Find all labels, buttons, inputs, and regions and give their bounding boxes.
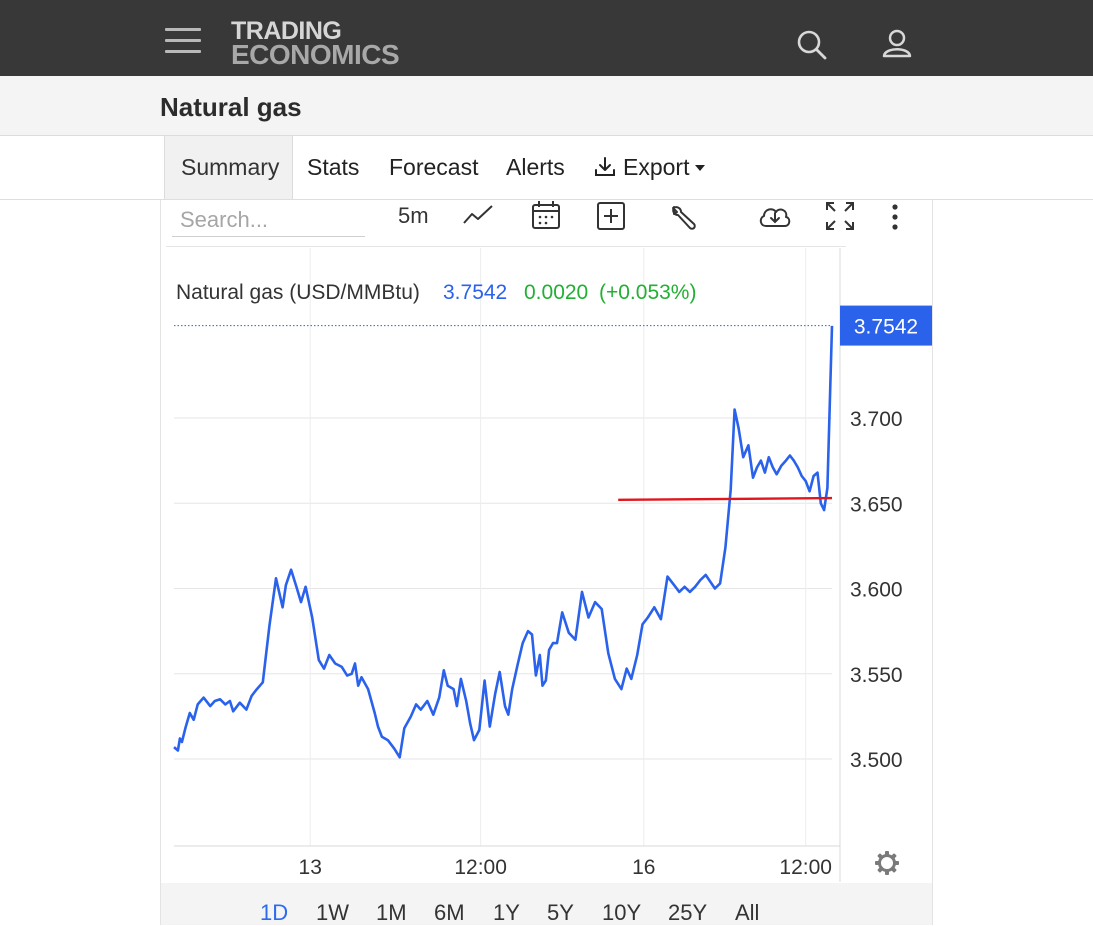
range-1w[interactable]: 1W: [316, 900, 349, 925]
price-series-line: [173, 325, 834, 759]
title-bar: Natural gas: [0, 76, 1093, 136]
legend-last-value: 3.7542: [443, 281, 507, 304]
range-selector-bar: [161, 883, 932, 925]
hamburger-menu-icon[interactable]: [165, 26, 201, 56]
range-all[interactable]: All: [735, 900, 760, 925]
legend-change-percent: (+0.053%): [599, 281, 696, 304]
fullscreen-icon[interactable]: [824, 200, 856, 232]
range-1y[interactable]: 1Y: [493, 900, 520, 925]
logo-line1: TRADING: [231, 17, 342, 45]
last-price-badge: [840, 305, 932, 346]
wrench-icon[interactable]: [668, 202, 698, 232]
top-navbar: TRADING ECONOMICS: [0, 0, 1093, 76]
x-tick-label: 12:00: [454, 856, 507, 879]
toolbar-divider: [166, 246, 846, 247]
more-vertical-icon[interactable]: [888, 202, 902, 232]
search-icon[interactable]: [795, 28, 829, 62]
x-tick-label: 12:00: [779, 856, 832, 879]
y-tick-label: 3.550: [850, 664, 903, 687]
tab-stats[interactable]: Stats: [307, 154, 360, 180]
last-price-label: 3.7542: [854, 316, 918, 339]
y-tick-label: 3.600: [850, 579, 903, 602]
tab-bar: Summary Stats Forecast Alerts Export: [0, 136, 1093, 200]
x-tick-label: 16: [632, 856, 655, 879]
line-chart-icon[interactable]: [462, 202, 494, 228]
range-1m[interactable]: 1M: [376, 900, 407, 925]
y-tick-label: 3.500: [850, 749, 903, 772]
interval-selector[interactable]: 5m: [398, 203, 429, 228]
range-6m[interactable]: 6M: [434, 900, 465, 925]
symbol-search-input[interactable]: [172, 203, 365, 237]
y-tick-label: 3.650: [850, 493, 903, 516]
y-tick-label: 3.700: [850, 408, 903, 431]
range-1d[interactable]: 1D: [260, 900, 289, 925]
tab-alerts[interactable]: Alerts: [506, 154, 565, 180]
logo-line2: ECONOMICS: [231, 39, 400, 70]
chart-panel: [160, 200, 933, 925]
range-25y[interactable]: 25Y: [668, 900, 708, 925]
page-title: Natural gas: [160, 92, 302, 122]
legend-series-name: Natural gas (USD/MMBtu): [176, 281, 420, 304]
add-compare-icon[interactable]: [596, 201, 626, 231]
legend-change-value: 0.0020: [524, 281, 588, 304]
calendar-icon[interactable]: [530, 199, 562, 231]
trading-economics-logo[interactable]: TRADING ECONOMICS: [231, 17, 400, 70]
cloud-download-icon[interactable]: [757, 201, 793, 231]
range-5y[interactable]: 5Y: [547, 900, 574, 925]
support-line: [618, 496, 833, 501]
tab-forecast[interactable]: Forecast: [389, 154, 479, 180]
gear-icon[interactable]: [874, 850, 900, 876]
download-icon: [595, 157, 615, 176]
user-icon[interactable]: [880, 28, 914, 62]
tab-export-label: Export: [623, 154, 690, 180]
x-tick-label: 13: [299, 856, 322, 879]
chevron-down-icon: [695, 165, 705, 171]
range-10y[interactable]: 10Y: [602, 900, 642, 925]
tab-summary[interactable]: Summary: [164, 136, 293, 199]
